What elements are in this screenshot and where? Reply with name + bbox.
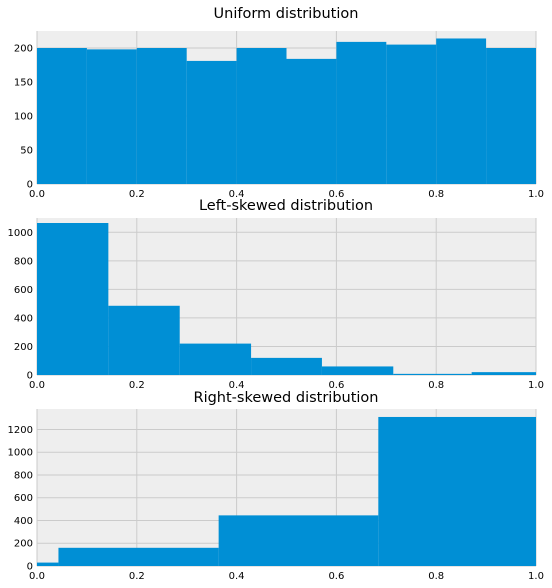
right-skewed-yticks: 0 200 400 600 800 1000 1200 (8, 425, 33, 573)
right-skewed-ytick-label: 800 (14, 470, 33, 481)
left-skewed-bar (251, 357, 322, 375)
left-skewed-bar (393, 373, 472, 375)
right-skewed-ytick-label: 1200 (8, 425, 33, 436)
uniform-xtick-label: 1.0 (528, 189, 544, 200)
left-skewed-bar (179, 343, 252, 375)
uniform-bar (386, 44, 437, 184)
uniform-xtick-label: 0.2 (129, 189, 145, 200)
uniform-xtick-label: 0.8 (428, 189, 444, 200)
right-skewed-bars (37, 416, 536, 566)
right-skewed-xtick-label: 0.2 (129, 571, 145, 582)
left-skewed-xticks: 0.0 0.2 0.4 0.6 0.8 1.0 (29, 380, 544, 391)
uniform-ytick-label: 50 (20, 146, 33, 157)
left-skewed-title: Left-skewed distribution (199, 198, 373, 214)
uniform-bar (286, 58, 337, 184)
uniform-xtick-label: 0.4 (229, 189, 245, 200)
uniform-bar (86, 49, 137, 184)
left-skewed-ytick-label: 800 (14, 256, 33, 267)
uniform-panel: 0.0 0.2 0.4 0.6 0.8 1.0 0 50 100 150 200 Uniform … (14, 6, 544, 200)
right-skewed-bar (218, 515, 379, 566)
left-skewed-xtick-label: 0.8 (428, 380, 444, 391)
right-skewed-ytick-label: 200 (14, 539, 33, 550)
uniform-title: Uniform distribution (214, 6, 359, 22)
uniform-bars (37, 38, 536, 185)
right-skewed-xtick-label: 0.0 (29, 571, 45, 582)
right-skewed-panel: 0.0 0.2 0.4 0.6 0.8 1.0 0 200 400 600 800 1000 1200… (8, 390, 544, 582)
uniform-xtick-label: 0.6 (328, 189, 344, 200)
left-skewed-xtick-label: 0.2 (129, 380, 145, 391)
uniform-xticks: 0.0 0.2 0.4 0.6 0.8 1.0 (29, 189, 544, 200)
right-skewed-bar (58, 547, 219, 566)
uniform-ytick-label: 150 (14, 78, 33, 89)
uniform-yticks: 0 50 100 150 200 (14, 44, 33, 191)
uniform-bar (136, 48, 187, 184)
right-skewed-bar (37, 562, 59, 566)
left-skewed-xtick-label: 0.4 (229, 380, 245, 391)
left-skewed-xtick-label: 1.0 (528, 380, 544, 391)
left-skewed-bars (37, 222, 536, 375)
left-skewed-xtick-label: 0.0 (29, 380, 45, 391)
uniform-ytick-label: 100 (14, 112, 33, 123)
uniform-bar (236, 48, 287, 184)
right-skewed-xticks: 0.0 0.2 0.4 0.6 0.8 1.0 (29, 571, 544, 582)
right-skewed-ytick-label: 600 (14, 493, 33, 504)
uniform-bar (436, 38, 487, 185)
right-skewed-ytick-label: 0 (27, 562, 33, 573)
uniform-ytick-label: 0 (27, 180, 33, 191)
right-skewed-ytick-label: 400 (14, 516, 33, 527)
uniform-bar (37, 48, 87, 184)
uniform-ytick-label: 200 (14, 44, 33, 55)
right-skewed-title: Right-skewed distribution (194, 390, 379, 406)
left-skewed-bar (321, 366, 394, 375)
right-skewed-bar (378, 416, 536, 566)
uniform-xtick-label: 0.0 (29, 189, 45, 200)
uniform-bar (486, 48, 536, 184)
right-skewed-xtick-label: 1.0 (528, 571, 544, 582)
left-skewed-bar (37, 222, 109, 375)
left-skewed-ytick-label: 1000 (8, 228, 33, 239)
uniform-bar (186, 60, 237, 184)
right-skewed-xtick-label: 0.6 (328, 571, 344, 582)
left-skewed-panel: 0.0 0.2 0.4 0.6 0.8 1.0 0 200 400 600 800 1000 Lef… (8, 198, 544, 391)
left-skewed-bar (108, 305, 180, 375)
uniform-bar (336, 41, 387, 184)
left-skewed-ytick-label: 600 (14, 285, 33, 296)
right-skewed-xtick-label: 0.8 (428, 571, 444, 582)
right-skewed-xtick-label: 0.4 (229, 571, 245, 582)
left-skewed-bar (471, 372, 536, 375)
left-skewed-yticks: 0 200 400 600 800 1000 (8, 228, 33, 382)
left-skewed-ytick-label: 0 (27, 371, 33, 382)
right-skewed-ytick-label: 1000 (8, 448, 33, 459)
left-skewed-ytick-label: 200 (14, 342, 33, 353)
left-skewed-ytick-label: 400 (14, 313, 33, 324)
left-skewed-xtick-label: 0.6 (328, 380, 344, 391)
